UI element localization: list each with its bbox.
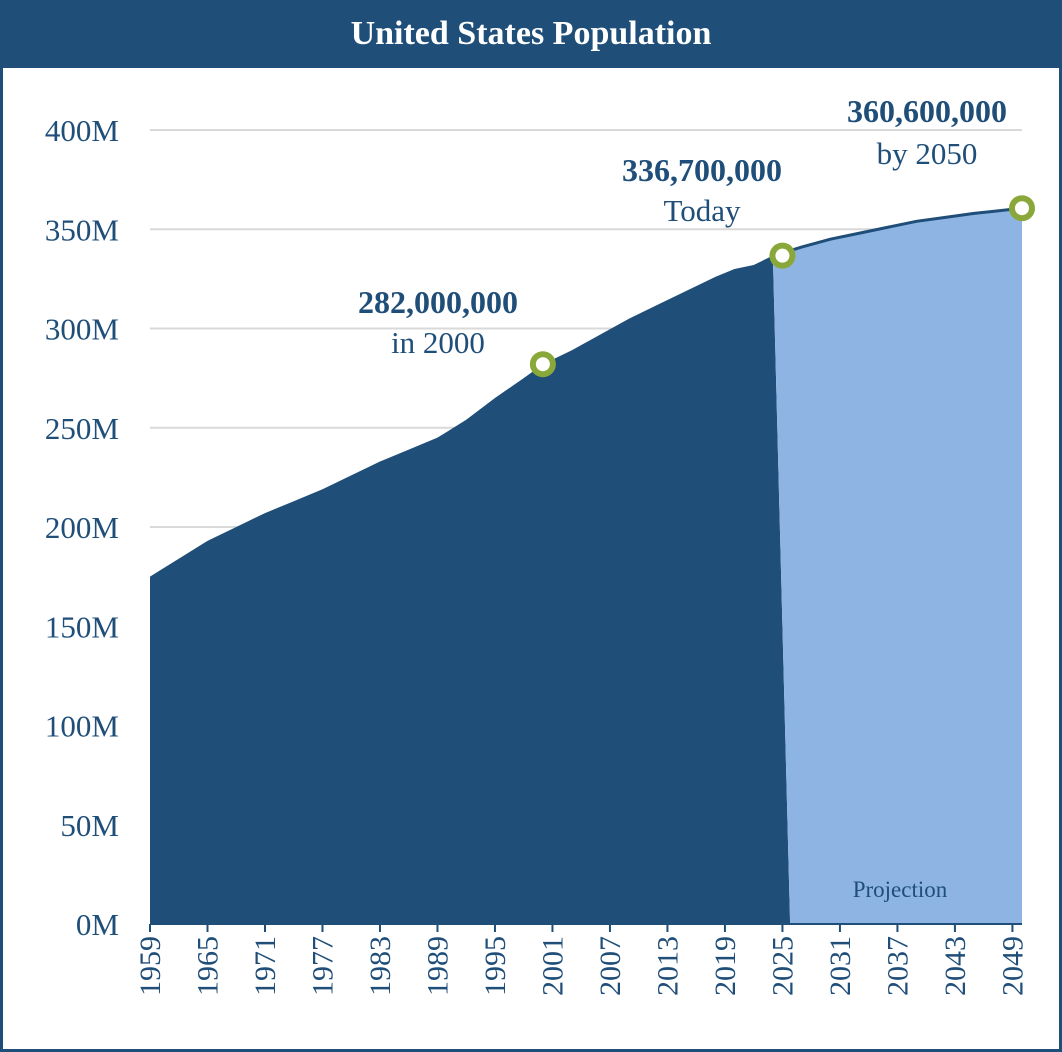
annotation-caption: by 2050 bbox=[877, 136, 978, 171]
x-tick-label: 2019 bbox=[709, 936, 742, 996]
x-tick-label: 1995 bbox=[479, 936, 512, 996]
area-series bbox=[150, 206, 1023, 925]
annotation-caption: in 2000 bbox=[391, 325, 485, 360]
y-tick-label: 150M bbox=[45, 609, 119, 644]
chart-title: United States Population bbox=[0, 0, 1062, 68]
annotations: Projection 282,000,000 in 2000 336,700,000 T… bbox=[358, 93, 1035, 902]
x-tick-label: 2031 bbox=[824, 936, 857, 996]
projection-area bbox=[772, 208, 1022, 925]
x-tick-label: 1965 bbox=[191, 936, 224, 996]
x-tick-label: 2043 bbox=[939, 936, 972, 996]
y-tick-label: 0M bbox=[76, 907, 119, 942]
axes: 0M 50M 100M 150M 200M 250M 300M 350M 400M 1959 196… bbox=[45, 113, 1029, 996]
annotation-caption: Today bbox=[663, 193, 741, 228]
x-tick-label: 2007 bbox=[594, 936, 627, 996]
x-tick-label: 2025 bbox=[766, 936, 799, 996]
historical-area bbox=[150, 255, 791, 924]
x-tick-label: 2013 bbox=[651, 936, 684, 996]
y-tick-label: 50M bbox=[60, 808, 119, 843]
x-tick-label: 1977 bbox=[306, 936, 339, 996]
x-tick-label: 1989 bbox=[421, 936, 454, 996]
x-tick-label: 1959 bbox=[134, 936, 167, 996]
annotation-value: 360,600,000 bbox=[847, 93, 1007, 129]
x-tick-label: 2037 bbox=[881, 936, 914, 996]
y-tick-label: 200M bbox=[45, 510, 119, 545]
x-tick-label: 1983 bbox=[364, 936, 397, 996]
annotation-marker bbox=[769, 242, 796, 269]
annotation-value: 336,700,000 bbox=[622, 152, 782, 188]
y-tick-label: 400M bbox=[45, 113, 119, 148]
x-tick-label: 1971 bbox=[249, 936, 282, 996]
projection-line bbox=[772, 206, 1023, 258]
annotation-marker bbox=[1009, 195, 1035, 222]
x-tick-label: 2001 bbox=[536, 936, 569, 996]
annotation-marker bbox=[529, 351, 556, 378]
y-tick-label: 300M bbox=[45, 312, 119, 347]
projection-label: Projection bbox=[853, 877, 948, 902]
x-tick-label: 2049 bbox=[996, 936, 1029, 996]
y-tick-label: 350M bbox=[45, 212, 119, 247]
y-tick-label: 100M bbox=[45, 709, 119, 744]
annotation-value: 282,000,000 bbox=[358, 284, 518, 320]
y-tick-label: 250M bbox=[45, 411, 119, 446]
